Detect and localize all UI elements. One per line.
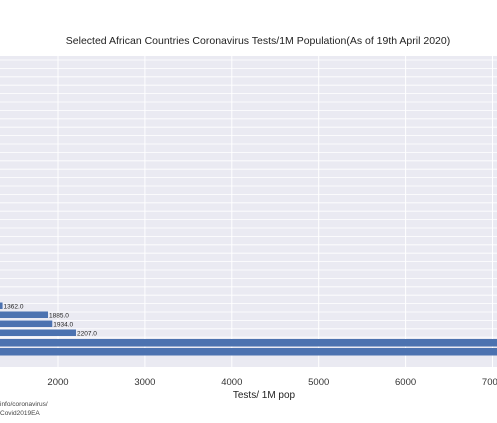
bar — [0, 339, 497, 347]
bar-value-label: 1362.0 — [4, 304, 24, 311]
x-tick-label: 7000 — [482, 377, 497, 388]
bars — [0, 302, 497, 356]
x-tick-label: 2000 — [47, 377, 68, 388]
x-axis-label: Tests/ 1M pop — [233, 390, 296, 401]
bar-value-label: 1934.0 — [53, 322, 73, 329]
bar — [0, 311, 49, 318]
data-labels: 1362.0 1885.0 1934.0 2207.0 — [4, 304, 98, 338]
x-tick-label: 3000 — [134, 377, 155, 388]
x-tick-label: 6000 — [395, 377, 416, 388]
bar-value-label: 2207.0 — [77, 331, 97, 338]
bar — [0, 348, 497, 356]
x-tick-labels: 2000 3000 4000 5000 6000 7000 — [47, 377, 497, 388]
source-line-2: Covid2019EA — [0, 410, 40, 417]
x-tick-label: 4000 — [221, 377, 242, 388]
grid-lines — [0, 56, 497, 367]
chart-title: Selected African Countries Coronavirus T… — [66, 35, 450, 47]
bar — [0, 302, 3, 309]
bar-value-label: 1885.0 — [49, 313, 69, 320]
source-line-1: info/coronavirus/ — [0, 401, 48, 408]
bar — [0, 329, 76, 336]
bar — [0, 320, 53, 327]
x-tick-label: 5000 — [308, 377, 329, 388]
